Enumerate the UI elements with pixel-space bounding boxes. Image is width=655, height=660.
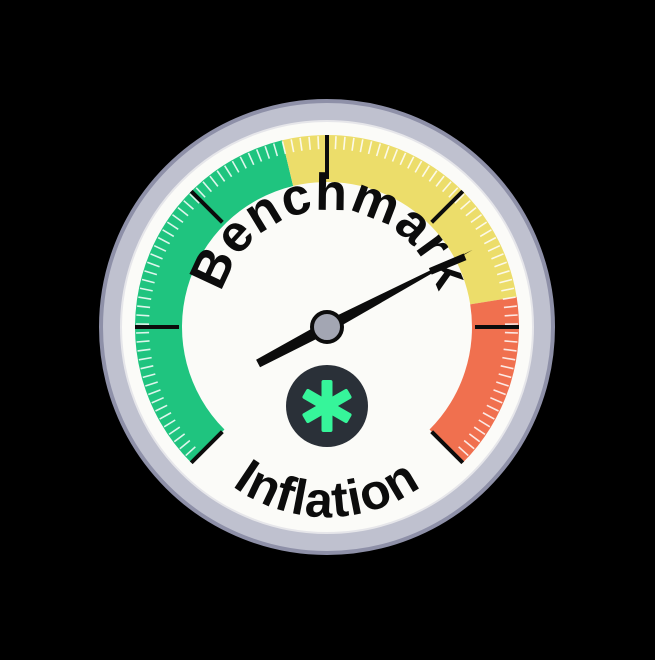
minor-tick [505,315,518,316]
asterisk-icon [286,365,368,447]
minor-tick [504,341,517,342]
minor-tick [335,136,336,149]
minor-tick [318,136,319,149]
minor-tick [136,315,149,316]
minor-tick [137,341,150,342]
gauge-hub [312,312,342,342]
